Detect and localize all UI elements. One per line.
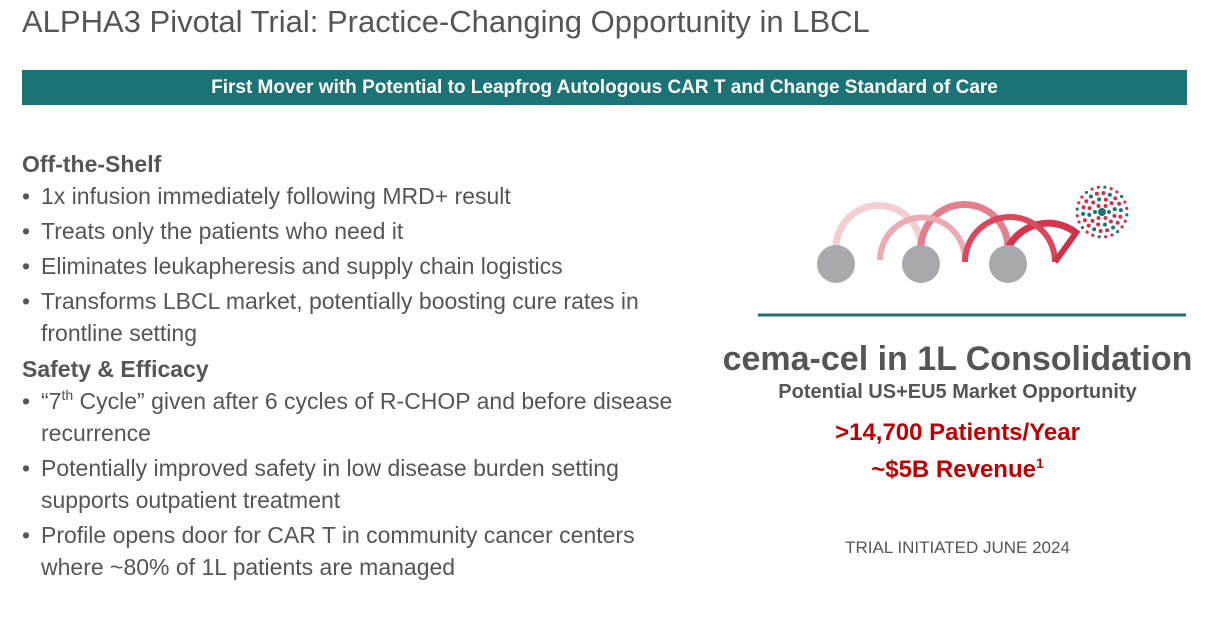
sphere-dot [1110,233,1114,237]
bullet: Profile opens door for CAR T in communit… [22,519,687,583]
bullet: Eliminates leukapheresis and supply chai… [22,250,687,282]
heading: Safety & Efficacy [22,356,209,382]
arc [917,201,1012,249]
banner: First Mover with Potential to Leapfrog A… [22,70,1187,105]
superscript: th [61,387,74,403]
sphere-dot [1087,212,1092,217]
sphere-dot [1081,205,1086,210]
sphere-dot [1093,210,1097,214]
bullet: Potentially improved safety in low disea… [22,452,687,516]
graphic [758,185,1186,317]
footnote-mark: 1 [1035,455,1044,471]
sphere-dot [1101,191,1106,196]
cell [902,245,940,283]
sphere-dot [1103,185,1107,189]
trial-status: TRIAL INITIATED JUNE 2024 [845,538,1070,557]
arc [1052,228,1081,264]
sphere-dot [1090,187,1094,191]
sphere-dot [1077,220,1081,224]
sphere-dot [1087,206,1092,211]
sphere-dot [1088,194,1093,199]
sphere-dot [1098,228,1103,233]
sphere-dot [1080,225,1085,230]
revenue: ~$5B Revenue1 [700,451,1215,488]
cell [989,245,1027,283]
sphere-dot [1091,233,1095,237]
panel-title: cema-cel in 1L Consolidation [722,340,1193,378]
title: ALPHA3 Pivotal Trial: Practice-Changing … [22,4,870,39]
sphere-dot [1104,235,1108,239]
bullet-list: “7th Cycle” given after 6 cycles of R-CH… [22,385,687,583]
sphere-dot [1118,208,1123,213]
sphere-dot [1105,228,1110,233]
sphere-dot [1115,229,1120,234]
sphere-dot [1117,201,1122,206]
arc [832,202,925,249]
sphere-dot [1103,197,1108,202]
arc [877,214,968,261]
sphere-dot [1103,203,1108,208]
sphere-dot [1075,214,1079,218]
sphere-dot [1084,199,1089,204]
bullet-list: 1x infusion immediately following MRD+ r… [22,180,687,349]
sphere-dot [1123,219,1127,223]
sphere-dot [1118,214,1123,219]
arc [962,214,1058,263]
sphere-dot [1091,200,1096,205]
sphere-dot [1125,206,1129,210]
sphere-dot [1120,225,1124,229]
bullet: Treats only the patients who need it [22,215,687,247]
sphere-dot [1102,222,1107,227]
sphere-dot [1096,222,1101,227]
sphere-dot [1082,218,1087,223]
sphere-dot [1108,219,1113,224]
bullet: “7th Cycle” given after 6 cycles of R-CH… [22,385,687,449]
sphere-dot [1096,203,1101,208]
heading: Off-the-Shelf [22,151,162,177]
cell [817,245,855,283]
left-column: Off-the-Shelf 1x infusion immediately fo… [22,146,687,587]
sphere-dot [1109,187,1113,191]
sphere-dot [1080,195,1084,199]
patients: >14,700 Patients/Year [835,419,1080,446]
sphere-dot [1112,213,1117,218]
panel: cema-cel in 1L Consolidation Potential U… [700,340,1215,558]
sphere-dot [1107,192,1112,197]
sphere-dot [1096,185,1100,189]
sphere-dot [1086,223,1091,228]
sphere-dot [1112,207,1117,212]
sphere-dot [1084,190,1089,195]
sphere-dot [1092,227,1097,232]
sphere-dot [1085,230,1089,234]
sphere-dot [1103,216,1108,221]
sphere-dot [1107,210,1111,214]
sphere-dot [1123,200,1127,204]
sphere-dot [1111,225,1116,230]
sphere-dot [1119,194,1124,199]
sphere-dot [1115,190,1119,194]
sphere-dot [1077,201,1081,205]
sphere-dot [1113,196,1118,201]
sphere-dot [1075,207,1079,211]
sphere-dot [1115,220,1120,225]
sphere-dot [1097,235,1101,239]
sphere-dot [1096,216,1101,221]
panel-subtitle: Potential US+EU5 Market Opportunity [778,381,1137,403]
sphere-dot [1094,191,1099,196]
sphere-dot [1125,213,1129,217]
bullet: Transforms LBCL market, potentially boos… [22,285,687,349]
revenue-text: ~$5B Revenue [871,456,1036,483]
bullet-text: “7 [41,388,62,414]
bullet: 1x infusion immediately following MRD+ r… [22,180,687,212]
sphere-dot [1081,211,1086,216]
bullet-text: Cycle” given after 6 cycles of R-CHOP an… [41,388,673,446]
sphere-dot [1098,208,1106,216]
sphere-dot [1109,201,1114,206]
sphere-dot [1097,197,1102,202]
sphere-dot [1090,218,1095,223]
